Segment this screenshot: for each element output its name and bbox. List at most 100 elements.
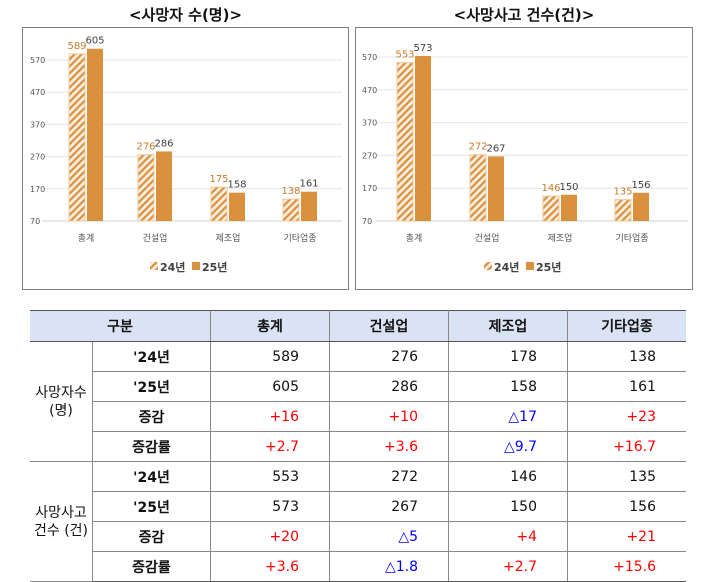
table-cell: 573 [210, 491, 330, 522]
y-tick-label: 370 [30, 120, 45, 129]
data-label: 158 [227, 180, 246, 191]
data-label: 605 [85, 36, 104, 47]
chart-accidents [355, 27, 693, 290]
bar-25년-총계 [415, 56, 431, 222]
group-label-line: 사망자수 [35, 384, 87, 401]
data-label: 161 [299, 179, 318, 190]
chart-title-accidents: <사망사고 건수(건)> [453, 6, 595, 24]
table-cell: 178 [448, 341, 568, 372]
bar-25년-기타업종 [301, 191, 317, 221]
bar-25년-건설업 [156, 151, 172, 221]
y-tick-label: 570 [362, 53, 377, 62]
bar-24년-총계 [68, 53, 86, 222]
table-cell: +3.6 [210, 551, 330, 582]
bar-24년-기타업종 [614, 199, 632, 222]
data-label: 156 [631, 180, 650, 191]
row-label: '24년 [92, 341, 211, 372]
table-cell: +4 [448, 521, 568, 552]
table-row: 증감 +16 +10 △17 +23 [30, 401, 686, 432]
table-cell: △5 [329, 521, 449, 552]
bar-25년-기타업종 [633, 192, 649, 221]
data-label: 276 [136, 142, 155, 153]
table-cell: +16.7 [567, 431, 686, 462]
group-label-line: 건수 (건) [33, 522, 88, 539]
table-cell: 589 [210, 341, 330, 372]
x-tick-label: 기타업종 [615, 233, 648, 244]
y-tick-label: 170 [362, 184, 377, 193]
table-cell: +15.6 [567, 551, 686, 582]
y-tick-label: 70 [362, 217, 372, 226]
table-row: 증감률 +3.6 △1.8 +2.7 +15.6 [30, 551, 686, 582]
data-label: 146 [541, 183, 560, 194]
table-cell: 553 [210, 461, 330, 492]
bar-24년-기타업종 [282, 198, 300, 222]
data-label: 553 [395, 50, 414, 61]
row-label: 증감 [92, 401, 211, 432]
legend-label: 24년 [494, 260, 519, 274]
x-tick-label: 총계 [406, 232, 423, 244]
legend-label: 25년 [202, 260, 227, 274]
table-cell: 286 [329, 371, 449, 402]
table-cell: △9.7 [448, 431, 568, 462]
table-cell: 605 [210, 371, 330, 402]
table-cell: △17 [448, 401, 568, 432]
y-tick-label: 470 [362, 86, 377, 95]
table-cell: +16 [210, 401, 330, 432]
table-cell: 158 [448, 371, 568, 402]
y-tick-label: 70 [30, 217, 40, 226]
table-cell: 276 [329, 341, 449, 372]
data-label: 135 [613, 187, 632, 198]
table-cell: 138 [567, 341, 686, 372]
table-row: 사망자수 (명) '24년 589 276 178 138 [30, 341, 686, 462]
x-tick-label: 제조업 [216, 233, 241, 244]
row-label: '25년 [92, 371, 211, 402]
bar-25년-제조업 [561, 194, 577, 221]
table-row: 사망사고 건수 (건) '24년 553 272 146 135 [30, 461, 686, 582]
data-label: 272 [468, 142, 487, 153]
legend-swatch-25년 [192, 262, 200, 270]
table-cell: 267 [329, 491, 449, 522]
row-label: 증감률 [92, 431, 211, 462]
column-header: 총계 [210, 310, 330, 342]
table-row: 증감 +20 △5 +4 +21 [30, 521, 686, 552]
row-label: 증감률 [92, 551, 211, 582]
table-cell: +3.6 [329, 431, 449, 462]
legend-label: 24년 [160, 260, 185, 274]
data-label: 175 [209, 174, 228, 185]
data-label: 573 [413, 43, 432, 54]
column-header: 제조업 [448, 310, 568, 342]
table-cell: 161 [567, 371, 686, 402]
x-tick-label: 건설업 [143, 233, 168, 244]
stats-table: 구분 총계 건설업 제조업 기타업종 사망자수 (명) '24년 589 276 178 138'2… [30, 310, 686, 582]
table-cell: 156 [567, 491, 686, 522]
x-tick-label: 기타업종 [283, 233, 316, 244]
column-header: 기타업종 [567, 310, 686, 342]
table-cell: 150 [448, 491, 568, 522]
table-row: '25년 605 286 158 161 [30, 371, 686, 402]
table-cell: +2.7 [210, 431, 330, 462]
row-label: '24년 [92, 461, 211, 492]
bar-24년-건설업 [469, 154, 487, 222]
group-label-line: 사망사고 [35, 504, 87, 521]
y-tick-label: 270 [30, 153, 45, 162]
data-label: 286 [154, 138, 173, 149]
table-cell: +20 [210, 521, 330, 552]
table-row: '25년 573 267 150 156 [30, 491, 686, 522]
legend-label: 25년 [536, 260, 561, 274]
legend-swatch-24년 [150, 262, 158, 270]
y-tick-label: 370 [362, 119, 377, 128]
chart-title-deaths: <사망자 수(명)> [128, 6, 243, 24]
table-cell: +10 [329, 401, 449, 432]
row-label: '25년 [92, 491, 211, 522]
table-header-row: 구분 총계 건설업 제조업 기타업종 [30, 310, 686, 342]
table-cell: 135 [567, 461, 686, 492]
group-label: 사망자수 (명) [30, 341, 93, 462]
x-tick-label: 총계 [78, 232, 95, 244]
table-cell: 146 [448, 461, 568, 492]
row-label: 증감 [92, 521, 211, 552]
table-cell: +21 [567, 521, 686, 552]
data-label: 150 [559, 182, 578, 193]
